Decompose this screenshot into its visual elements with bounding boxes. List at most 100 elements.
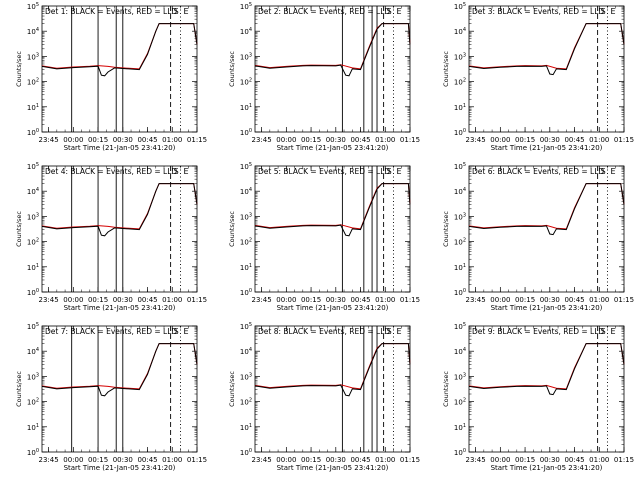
y-axis-label: Counts/sec bbox=[442, 211, 450, 247]
x-tick-label: 01:00 bbox=[162, 456, 182, 464]
y-tick-label: 104 bbox=[27, 187, 39, 196]
x-tick-label: 00:00 bbox=[63, 456, 83, 464]
y-tick-exponent: 4 bbox=[463, 347, 466, 353]
x-tick-label: 00:45 bbox=[564, 136, 584, 144]
x-tick-label: 01:00 bbox=[162, 136, 182, 144]
y-tick-label: 102 bbox=[27, 398, 39, 407]
y-tick-base: 10 bbox=[27, 373, 36, 381]
y-tick-base: 10 bbox=[240, 3, 249, 11]
y-tick-label: 102 bbox=[240, 398, 252, 407]
panel-title: Det 7: BLACK = Events, RED = LLD bbox=[45, 327, 177, 336]
y-tick-base: 10 bbox=[454, 289, 463, 297]
y-tick-base: 10 bbox=[240, 323, 249, 331]
x-tick-label: 01:15 bbox=[187, 296, 207, 304]
x-tick-label: 00:45 bbox=[350, 456, 370, 464]
y-tick-exponent: 2 bbox=[463, 238, 466, 244]
plot-frame bbox=[468, 165, 625, 293]
y-tick-base: 10 bbox=[27, 323, 36, 331]
y-tick-base: 10 bbox=[454, 3, 463, 11]
plot-frame bbox=[41, 165, 198, 293]
y-tick-exponent: 1 bbox=[249, 103, 252, 109]
y-tick-label: 104 bbox=[454, 187, 466, 196]
x-tick-label: 00:30 bbox=[113, 296, 133, 304]
y-tick-base: 10 bbox=[240, 264, 249, 272]
y-axis-label: Counts/sec bbox=[15, 211, 23, 247]
plot-frame bbox=[254, 165, 411, 293]
panel-title: Det 2: BLACK = Events, RED = LLD bbox=[258, 7, 390, 16]
y-tick-label: 101 bbox=[240, 263, 252, 272]
flag-label: E bbox=[397, 7, 402, 16]
flag-label: S bbox=[174, 327, 179, 336]
y-tick-exponent: 5 bbox=[463, 322, 466, 328]
x-tick-label: 00:15 bbox=[88, 136, 108, 144]
y-tick-exponent: 4 bbox=[36, 187, 39, 193]
y-tick-base: 10 bbox=[240, 239, 249, 247]
x-tick-label: 00:00 bbox=[490, 456, 510, 464]
lld-series-line bbox=[254, 343, 411, 390]
panel-title: Det 9: BLACK = Events, RED = LLD bbox=[472, 327, 604, 336]
y-tick-label: 105 bbox=[240, 322, 252, 331]
x-tick-label: 00:30 bbox=[540, 456, 560, 464]
lld-series-line bbox=[468, 183, 625, 230]
x-tick-label: 00:45 bbox=[137, 136, 157, 144]
x-tick-label: 01:15 bbox=[400, 136, 420, 144]
y-tick-base: 10 bbox=[454, 323, 463, 331]
events-series-line bbox=[41, 23, 198, 77]
y-tick-exponent: 3 bbox=[249, 212, 252, 218]
y-tick-label: 103 bbox=[27, 52, 39, 61]
y-tick-base: 10 bbox=[240, 163, 249, 171]
y-tick-label: 100 bbox=[454, 128, 466, 137]
y-tick-label: 100 bbox=[27, 128, 39, 137]
x-tick-label: 00:15 bbox=[301, 296, 321, 304]
y-tick-label: 101 bbox=[454, 103, 466, 112]
y-tick-exponent: 2 bbox=[36, 398, 39, 404]
y-tick-label: 105 bbox=[27, 322, 39, 331]
y-tick-label: 101 bbox=[27, 263, 39, 272]
x-tick-label: 01:00 bbox=[375, 296, 395, 304]
y-tick-exponent: 1 bbox=[463, 423, 466, 429]
y-tick-base: 10 bbox=[27, 129, 36, 137]
y-tick-exponent: 4 bbox=[463, 27, 466, 33]
y-axis-label: Counts/sec bbox=[228, 371, 236, 407]
y-tick-exponent: 0 bbox=[463, 128, 466, 134]
y-tick-exponent: 5 bbox=[36, 2, 39, 8]
y-tick-exponent: 3 bbox=[36, 212, 39, 218]
events-series-line bbox=[468, 23, 625, 76]
x-axis-label: Start Time (21-Jan-05 23:41:20) bbox=[64, 144, 176, 152]
x-tick-label: 00:45 bbox=[564, 296, 584, 304]
y-axis-label: Counts/sec bbox=[15, 51, 23, 87]
x-tick-label: 23:45 bbox=[39, 456, 59, 464]
x-tick-label: 01:15 bbox=[187, 456, 207, 464]
x-axis-label: Start Time (21-Jan-05 23:41:20) bbox=[491, 464, 603, 472]
x-tick-label: 00:00 bbox=[63, 136, 83, 144]
y-tick-label: 104 bbox=[240, 347, 252, 356]
y-tick-label: 105 bbox=[27, 162, 39, 171]
y-tick-label: 100 bbox=[454, 448, 466, 457]
x-tick-label: 00:00 bbox=[490, 136, 510, 144]
events-series-line bbox=[254, 23, 411, 77]
y-tick-base: 10 bbox=[454, 213, 463, 221]
y-tick-exponent: 0 bbox=[249, 288, 252, 294]
flag-label: S bbox=[387, 167, 392, 176]
lld-series-line bbox=[254, 23, 411, 70]
y-tick-base: 10 bbox=[454, 424, 463, 432]
y-tick-label: 104 bbox=[240, 27, 252, 36]
panel-title: Det 8: BLACK = Events, RED = LLD bbox=[258, 327, 390, 336]
y-tick-exponent: 2 bbox=[36, 238, 39, 244]
lld-series-line bbox=[254, 183, 411, 230]
y-tick-exponent: 0 bbox=[249, 448, 252, 454]
y-tick-base: 10 bbox=[27, 289, 36, 297]
y-tick-base: 10 bbox=[240, 53, 249, 61]
y-tick-label: 105 bbox=[454, 322, 466, 331]
events-series-line bbox=[468, 343, 625, 396]
y-tick-exponent: 5 bbox=[249, 162, 252, 168]
panel-title: Det 3: BLACK = Events, RED = LLD bbox=[472, 7, 604, 16]
x-tick-label: 01:15 bbox=[400, 296, 420, 304]
y-tick-exponent: 1 bbox=[36, 103, 39, 109]
y-tick-label: 103 bbox=[240, 212, 252, 221]
